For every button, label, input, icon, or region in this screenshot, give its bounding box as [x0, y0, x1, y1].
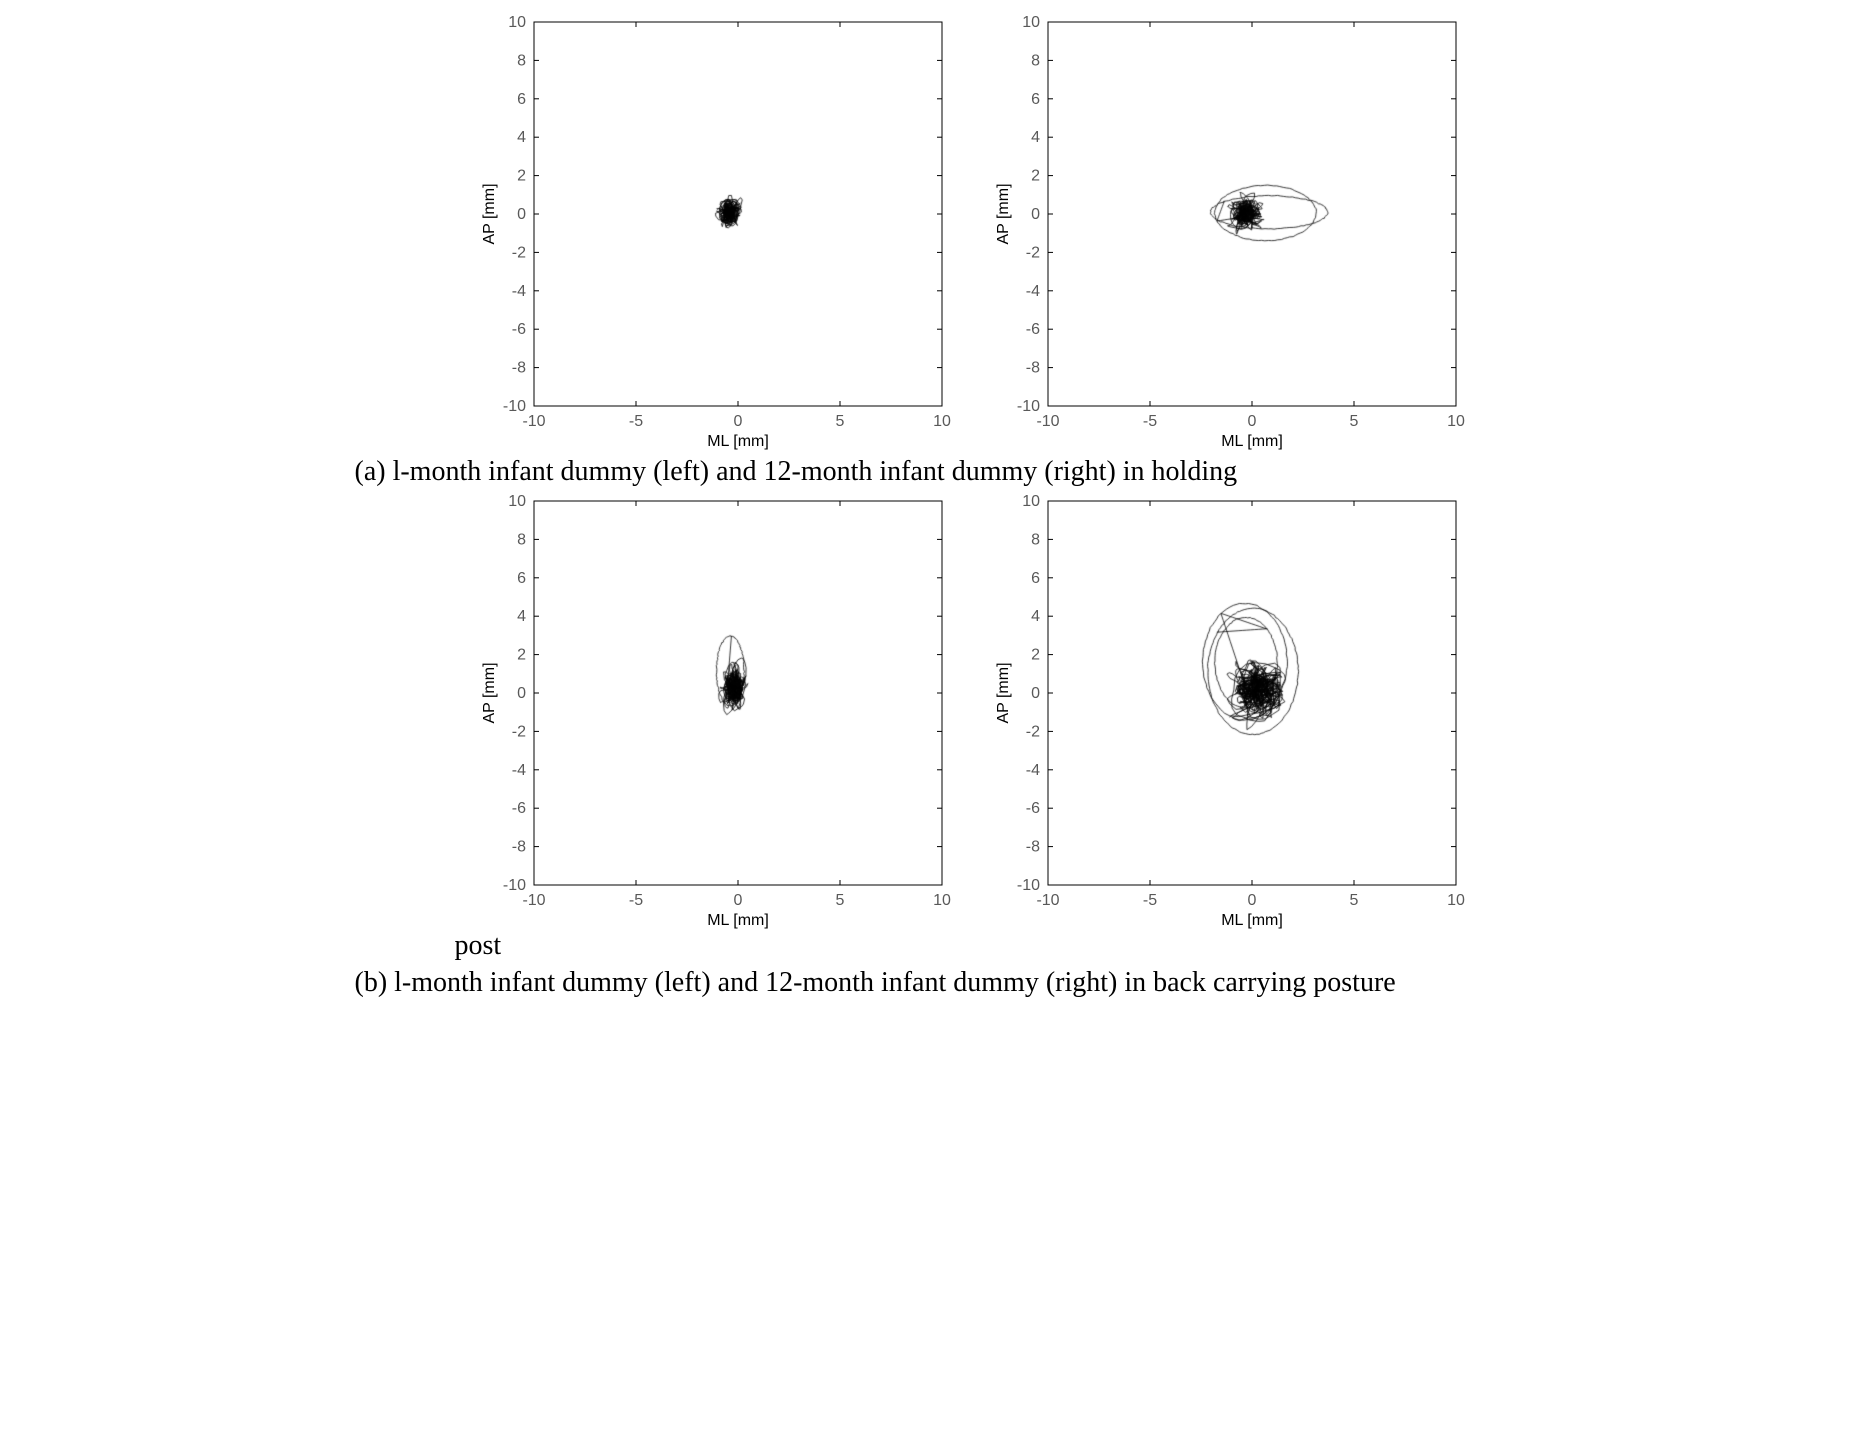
- svg-text:-8: -8: [511, 838, 525, 855]
- svg-text:10: 10: [1447, 892, 1465, 909]
- svg-text:-8: -8: [511, 360, 525, 377]
- trace-a-right: [1048, 22, 1456, 406]
- svg-text:-6: -6: [511, 321, 525, 338]
- svg-text:-8: -8: [1025, 360, 1039, 377]
- svg-text:6: 6: [1031, 91, 1040, 108]
- svg-text:10: 10: [508, 14, 526, 31]
- svg-text:-6: -6: [1025, 321, 1039, 338]
- svg-text:0: 0: [517, 206, 526, 223]
- svg-text:-10: -10: [1036, 413, 1059, 430]
- svg-text:-4: -4: [511, 762, 525, 779]
- svg-text:-2: -2: [511, 244, 525, 261]
- svg-text:0: 0: [1247, 892, 1256, 909]
- svg-text:-8: -8: [1025, 838, 1039, 855]
- svg-text:0: 0: [733, 413, 742, 430]
- svg-text:5: 5: [1349, 892, 1358, 909]
- svg-text:0: 0: [1247, 413, 1256, 430]
- caption-b: (b) l-month infant dummy (left) and 12-m…: [305, 964, 1565, 1002]
- svg-text:8: 8: [1031, 531, 1040, 548]
- trace-b-left: [534, 501, 942, 885]
- svg-text:-2: -2: [1025, 244, 1039, 261]
- svg-text:-4: -4: [1025, 283, 1039, 300]
- svg-text:10: 10: [933, 413, 951, 430]
- svg-text:ML [mm]: ML [mm]: [1221, 433, 1283, 450]
- svg-text:0: 0: [1031, 206, 1040, 223]
- svg-text:10: 10: [508, 493, 526, 510]
- svg-text:4: 4: [517, 608, 526, 625]
- caption-a: (a) l-month infant dummy (left) and 12-m…: [305, 453, 1565, 491]
- svg-text:2: 2: [517, 646, 526, 663]
- svg-text:-5: -5: [1142, 413, 1156, 430]
- svg-text:-5: -5: [628, 892, 642, 909]
- svg-text:-4: -4: [1025, 762, 1039, 779]
- svg-text:4: 4: [1031, 608, 1040, 625]
- svg-text:-6: -6: [511, 800, 525, 817]
- svg-text:-10: -10: [502, 877, 525, 894]
- svg-text:2: 2: [1031, 168, 1040, 185]
- text-post: post: [305, 930, 1565, 962]
- svg-text:2: 2: [1031, 646, 1040, 663]
- row-b: -10 -5 0 5 10 -10 -8 -6 -4 -2 0 2 4 6 8 10 ML [mm] AP [mm…: [305, 491, 1565, 926]
- svg-text:AP [mm]: AP [mm]: [995, 662, 1012, 723]
- panel-a-left: -10 -5 0 5 10 -10 -8 -6 -4 -2 0 2 4 6 8 10 ML [mm] AP [mm…: [478, 12, 958, 447]
- svg-text:0: 0: [517, 685, 526, 702]
- svg-text:ML [mm]: ML [mm]: [1221, 912, 1283, 929]
- svg-text:-2: -2: [511, 723, 525, 740]
- svg-text:8: 8: [517, 52, 526, 69]
- svg-text:5: 5: [1349, 413, 1358, 430]
- svg-text:4: 4: [517, 129, 526, 146]
- svg-text:5: 5: [835, 892, 844, 909]
- svg-text:AP [mm]: AP [mm]: [481, 183, 498, 244]
- svg-text:8: 8: [517, 531, 526, 548]
- svg-text:-4: -4: [511, 283, 525, 300]
- svg-text:10: 10: [933, 892, 951, 909]
- svg-text:2: 2: [517, 168, 526, 185]
- svg-text:-5: -5: [628, 413, 642, 430]
- svg-text:0: 0: [1031, 685, 1040, 702]
- svg-text:ML [mm]: ML [mm]: [707, 912, 769, 929]
- svg-text:ML [mm]: ML [mm]: [707, 433, 769, 450]
- svg-text:-5: -5: [1142, 892, 1156, 909]
- svg-text:-10: -10: [1036, 892, 1059, 909]
- svg-text:10: 10: [1022, 14, 1040, 31]
- svg-text:10: 10: [1022, 493, 1040, 510]
- svg-text:5: 5: [835, 413, 844, 430]
- svg-text:-10: -10: [522, 413, 545, 430]
- svg-text:-10: -10: [1016, 877, 1039, 894]
- svg-text:4: 4: [1031, 129, 1040, 146]
- trace-b-right: [1048, 501, 1456, 885]
- svg-text:AP [mm]: AP [mm]: [481, 662, 498, 723]
- svg-text:-6: -6: [1025, 800, 1039, 817]
- panel-a-right: -10 -5 0 5 10 -10 -8 -6 -4 -2 0 2 4 6 8 10 ML [mm] AP [mm…: [992, 12, 1472, 447]
- panel-b-left: -10 -5 0 5 10 -10 -8 -6 -4 -2 0 2 4 6 8 10 ML [mm] AP [mm…: [478, 491, 958, 926]
- svg-text:-10: -10: [522, 892, 545, 909]
- svg-text:-2: -2: [1025, 723, 1039, 740]
- svg-text:6: 6: [517, 570, 526, 587]
- svg-text:AP [mm]: AP [mm]: [995, 183, 1012, 244]
- svg-text:6: 6: [1031, 570, 1040, 587]
- svg-text:8: 8: [1031, 52, 1040, 69]
- svg-text:-10: -10: [1016, 398, 1039, 415]
- svg-text:0: 0: [733, 892, 742, 909]
- svg-text:6: 6: [517, 91, 526, 108]
- panel-b-right: -10 -5 0 5 10 -10 -8 -6 -4 -2 0 2 4 6 8 10 ML [mm] AP [mm…: [992, 491, 1472, 926]
- row-a: -10 -5 0 5 10 -10 -8 -6 -4 -2 0 2 4 6 8 10 ML [mm] AP [mm…: [305, 12, 1565, 447]
- figure: -10 -5 0 5 10 -10 -8 -6 -4 -2 0 2 4 6 8 10 ML [mm] AP [mm…: [305, 12, 1565, 1002]
- trace-a-left: [534, 22, 942, 406]
- svg-text:10: 10: [1447, 413, 1465, 430]
- svg-text:-10: -10: [502, 398, 525, 415]
